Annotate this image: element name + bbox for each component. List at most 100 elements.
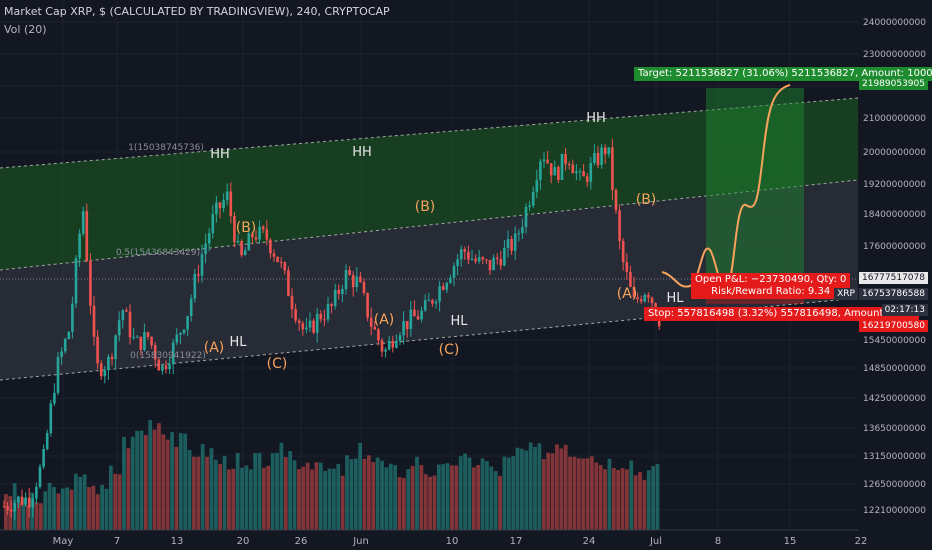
volume-bar [489,466,494,530]
candle [395,340,398,348]
channel-lower-band [0,180,858,380]
volume-bar [340,475,345,530]
candle [485,259,488,261]
candle [20,496,24,505]
volume-bar [358,442,363,530]
price-tick-label: 13150000000 [863,452,926,462]
volume-bar [450,465,454,530]
candle [431,300,434,304]
volume-bar [174,446,179,530]
volume-bar [423,474,428,530]
candle [117,320,121,336]
candle [63,339,67,352]
candle [614,190,618,211]
volume-bar [283,457,288,530]
candle [459,249,463,260]
price-tick-label: 15450000000 [863,336,926,346]
candle [542,159,546,162]
candle [35,486,38,499]
candle [110,356,114,360]
candle [319,313,323,320]
candle [611,147,614,191]
swing-label: HH [352,145,372,160]
candle [585,176,589,182]
candle [254,237,258,240]
candle [362,282,366,293]
candle [463,249,467,252]
candle [42,449,45,467]
candle [560,153,564,180]
volume-bar [585,458,590,530]
volume-bar [436,464,441,530]
volume-bar [135,430,139,530]
candle [71,303,74,332]
volume-bar [568,456,572,530]
volume-bar [187,449,192,530]
volume-bar [546,452,551,530]
time-tick-label: 22 [855,536,868,547]
volume-bar [143,434,148,530]
volume-bar [371,462,376,530]
volume-bar [458,456,463,530]
time-tick-label: May [53,536,74,547]
volume-bar [100,484,104,530]
risk-reward-text: Risk/Reward Ratio: 9.34 [711,286,831,297]
volume-bar [301,466,306,530]
candle [344,270,348,290]
candle [351,275,355,288]
volume-bar [384,467,389,530]
candle [161,365,164,371]
volume-bar [353,458,358,530]
volume-bar [30,492,35,530]
candle [355,276,359,288]
volume-bar [161,434,166,530]
candle [290,295,294,310]
open-pnl-label[interactable]: Open P&L: −23730490, Qty: 0 Risk/Reward … [691,273,851,299]
price-tick-label: 13650000000 [863,424,926,434]
volume-bar [165,439,170,530]
candle [121,310,125,321]
time-tick-label: Jun [352,536,369,547]
fib-level-label: 1(15038745736) [128,143,204,153]
volume-bar [366,455,371,530]
volume-bar [388,463,393,530]
volume-bar [594,462,599,530]
candle [276,256,279,262]
price-tick-label: 20000000000 [863,148,926,158]
volume-bar [21,498,26,530]
candle [474,258,477,262]
long-position-tool[interactable] [706,88,804,304]
volume-bar [432,475,437,530]
candle [56,356,60,393]
candle [251,233,254,238]
candle [603,147,607,155]
candle [225,191,229,201]
candle [258,226,261,240]
volume-bar [288,451,293,530]
stop-price-tag: 16219700580 [859,320,928,332]
price-tick-label: 14250000000 [863,394,926,404]
volume-bar [108,465,113,530]
candle [495,257,499,259]
volume-bar [559,448,564,530]
stop-label[interactable]: Stop: 557816498 (3.32%) 557816498, Amoun… [644,307,920,321]
wave-count-label: (B) [636,192,657,208]
volume-bar [139,430,144,530]
candle [398,335,402,341]
candle [557,167,560,180]
volume-bar [78,476,83,530]
wave-count-label: (A) [204,340,225,356]
wave-count-label: (C) [439,342,460,358]
volume-bar [393,465,397,530]
volume-bar [511,456,516,530]
volume-bar [275,452,279,530]
countdown-tag: 02:17:13 [881,304,928,316]
candle [92,305,96,337]
volume-bar [4,494,8,530]
target-label[interactable]: Target: 5211536827 (31.06%) 5211536827, … [634,67,932,81]
candle [607,147,611,155]
candle [629,271,632,287]
volume-bar [528,442,533,530]
volume-bar [323,471,328,530]
